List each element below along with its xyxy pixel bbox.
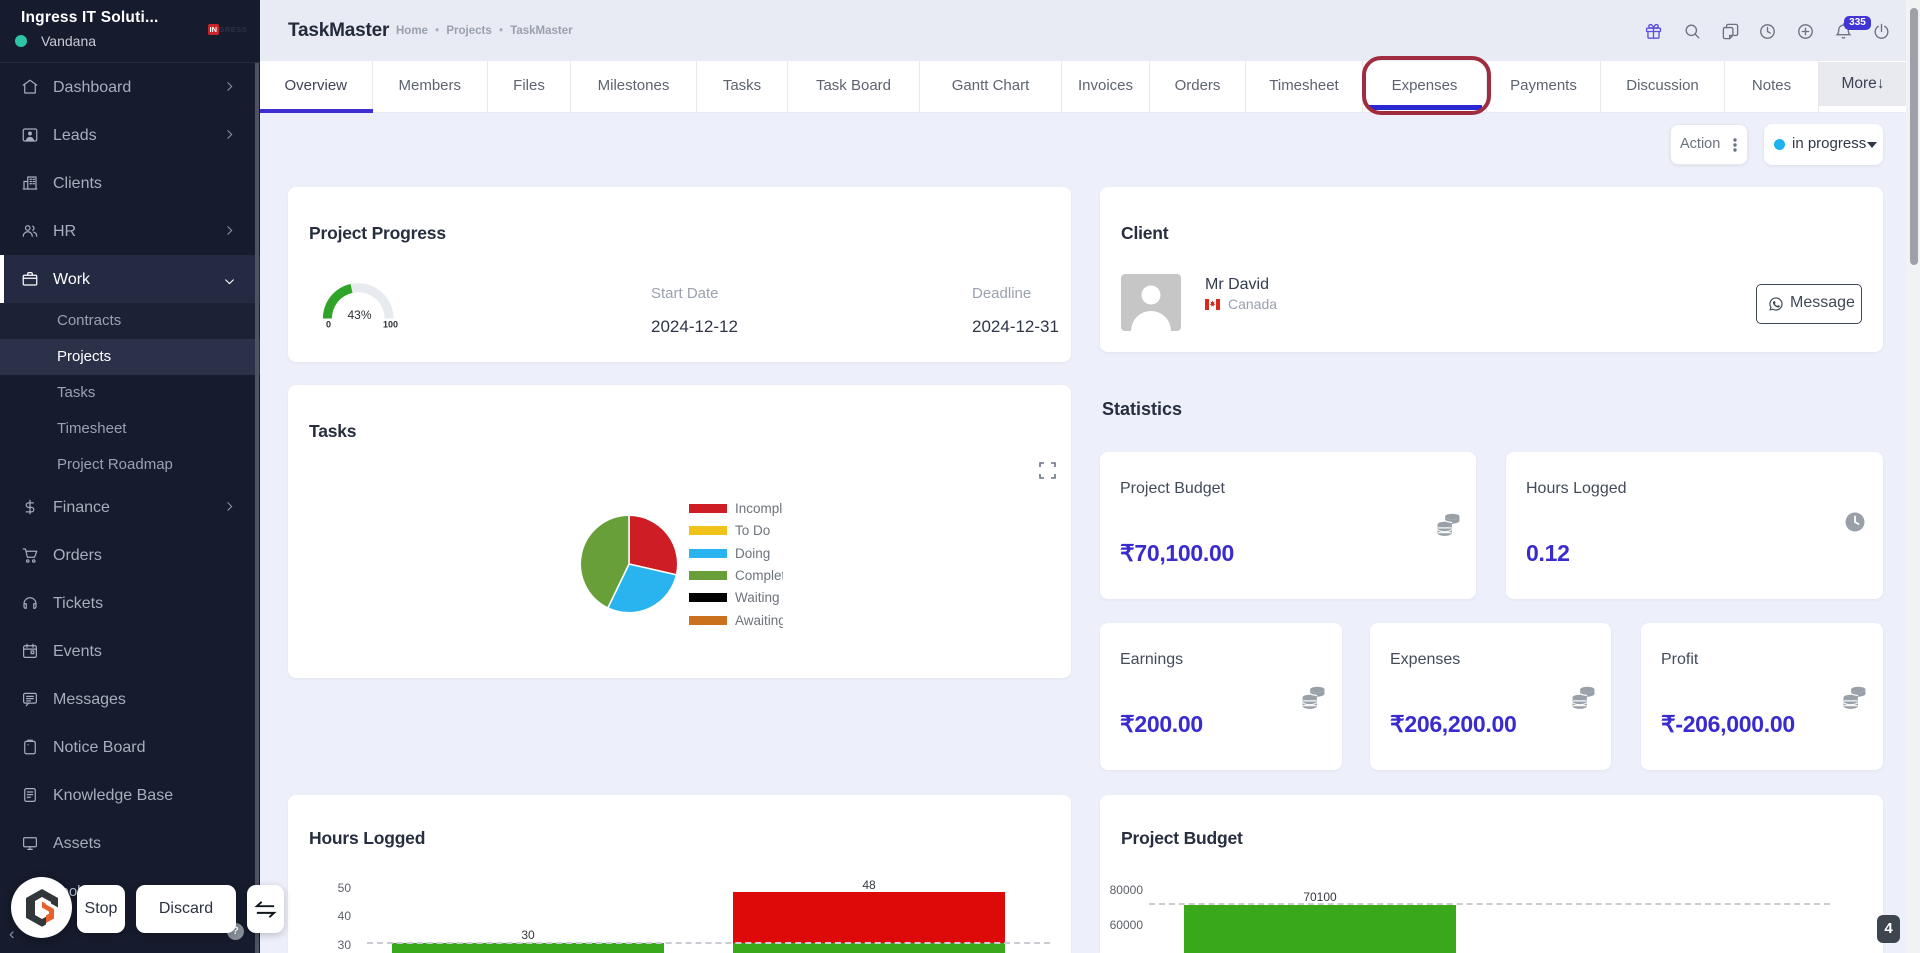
svg-text:43%: 43% bbox=[347, 308, 371, 322]
svg-text:100: 100 bbox=[383, 320, 398, 330]
svg-text:0: 0 bbox=[326, 320, 331, 330]
